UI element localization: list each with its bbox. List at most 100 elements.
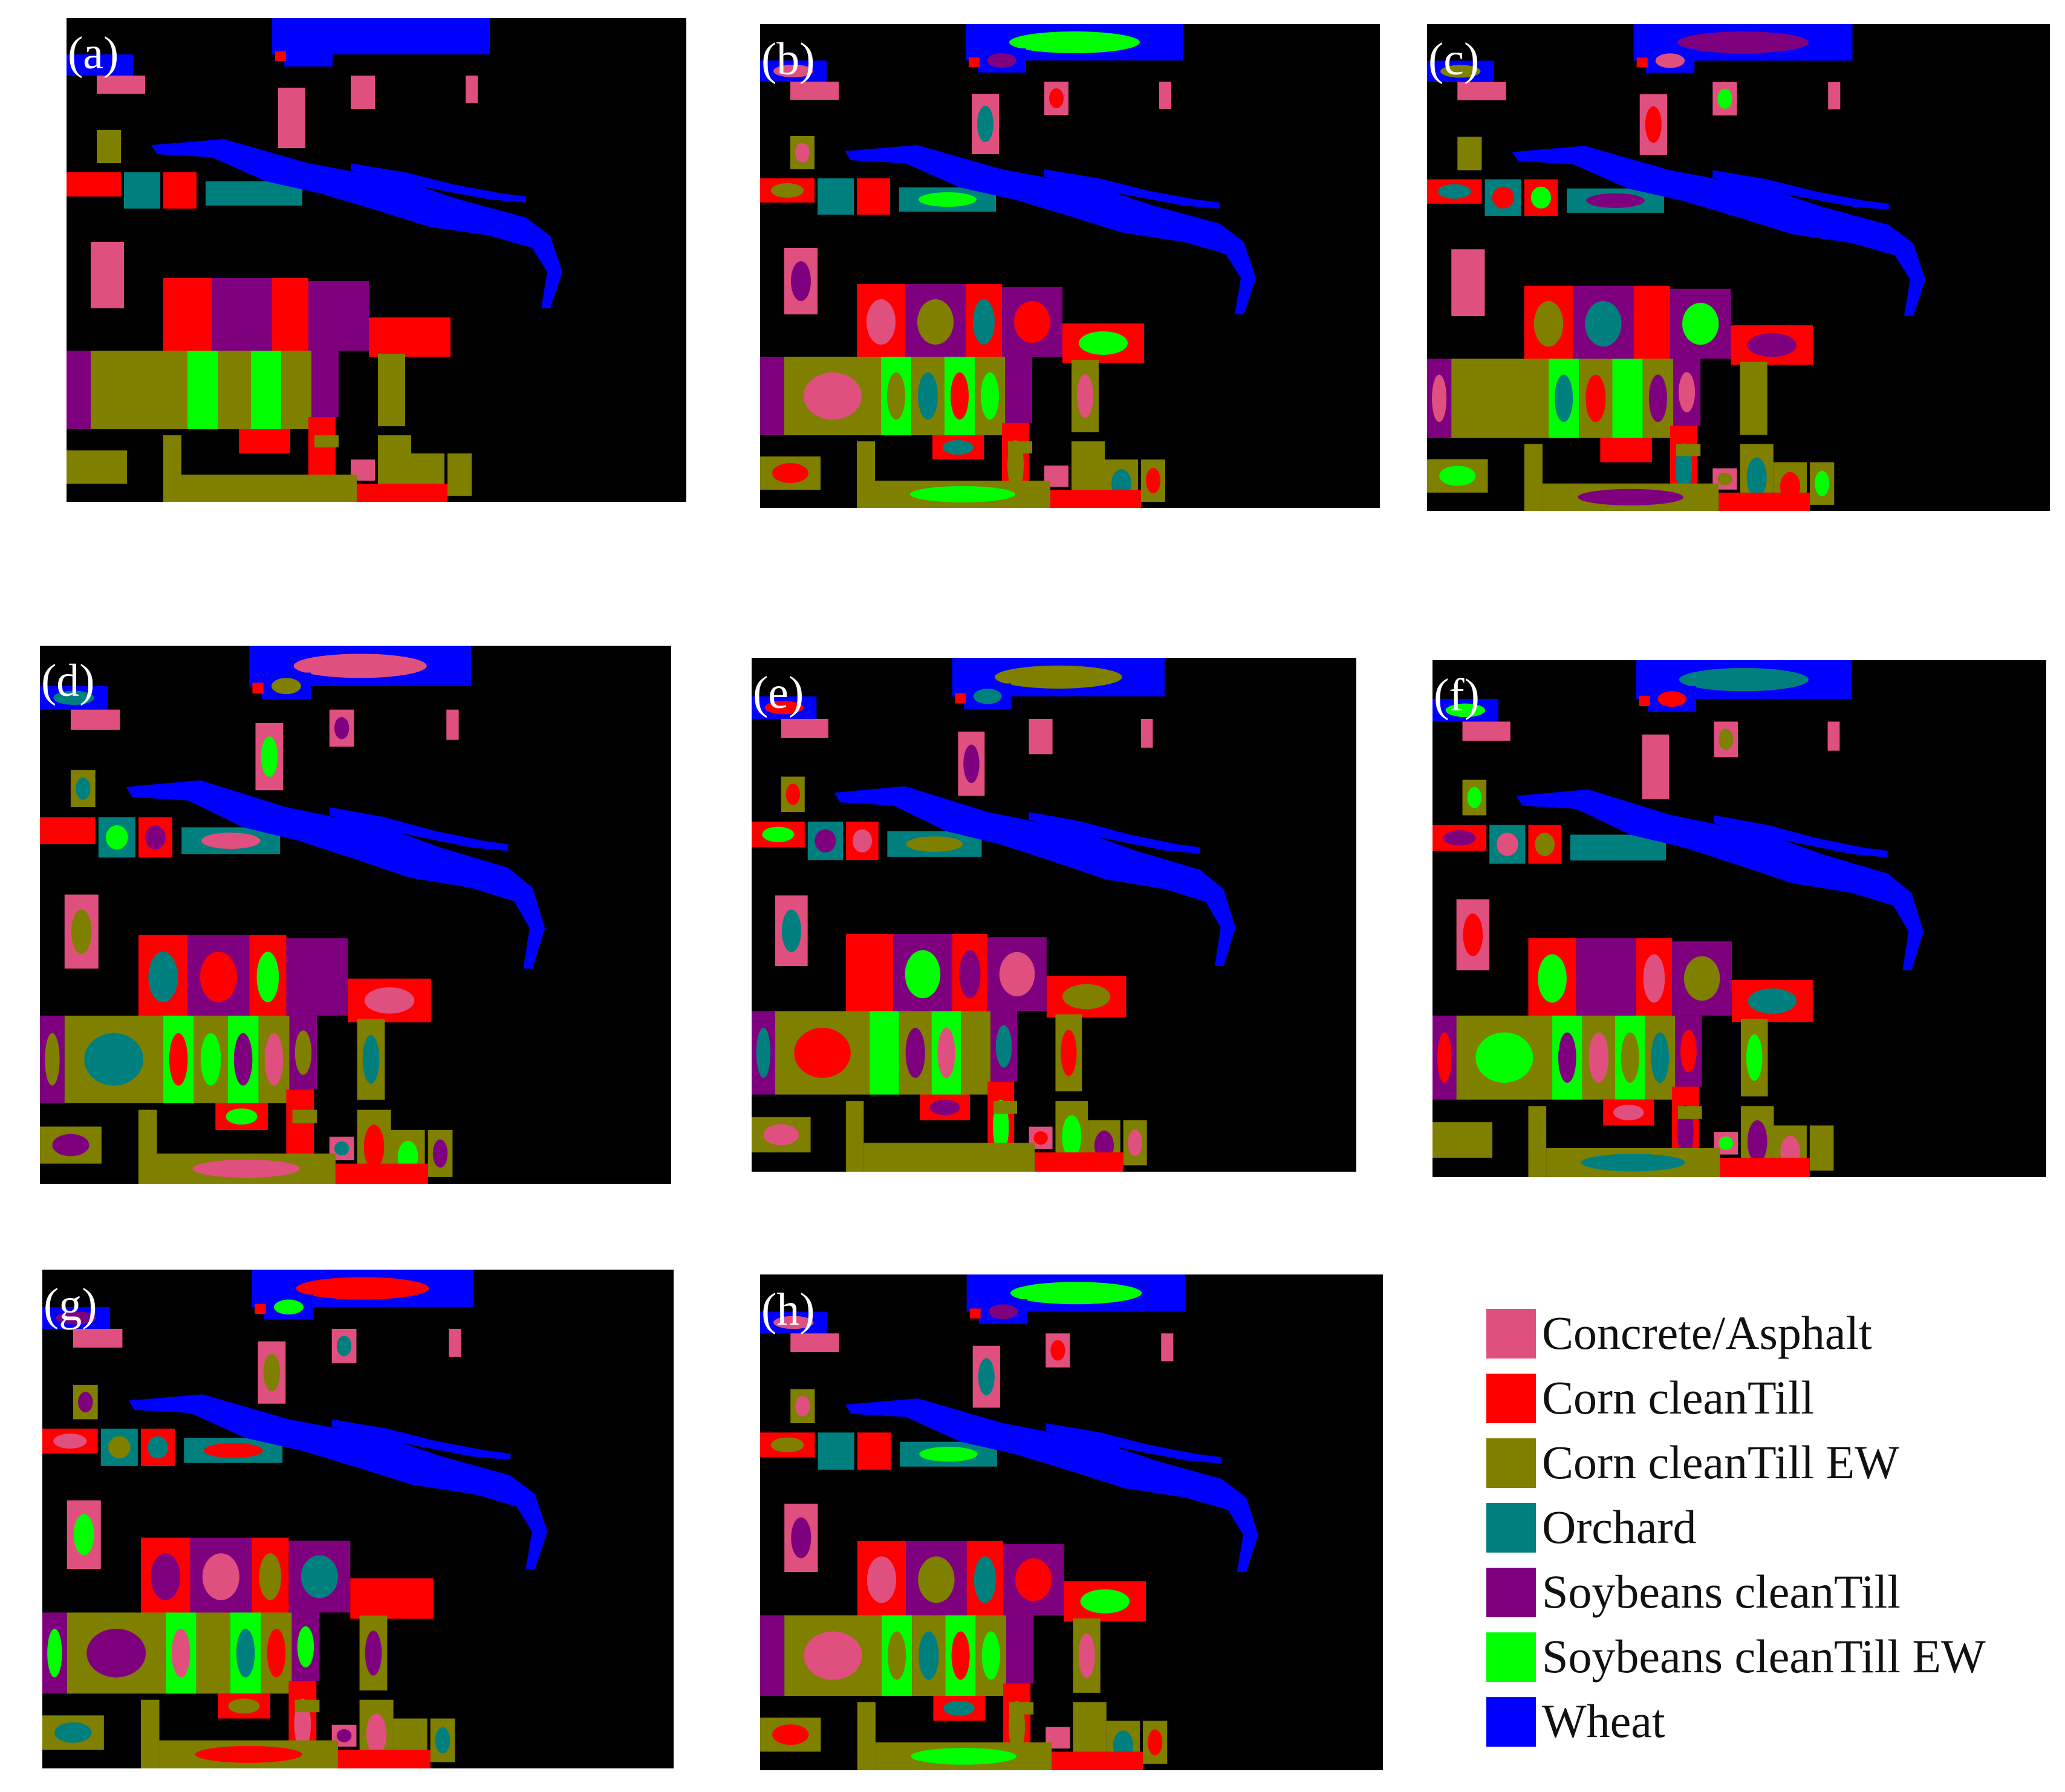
map-field xyxy=(97,76,145,94)
map-misclassified-region xyxy=(336,1729,352,1742)
map-misclassified-region xyxy=(1078,455,1098,495)
map-misclassified-region xyxy=(233,1033,253,1086)
map-misclassified-region xyxy=(1677,31,1809,54)
map-field xyxy=(466,76,478,103)
map-misclassified-region xyxy=(86,1629,146,1678)
map-field xyxy=(969,57,980,67)
wheat-river-strip xyxy=(1512,146,1925,316)
map-misclassified-region xyxy=(764,701,804,715)
map-misclassified-region xyxy=(888,1631,906,1680)
map-misclassified-region xyxy=(271,678,301,695)
map-misclassified-region xyxy=(366,1713,387,1755)
panel-label: (h) xyxy=(761,1284,815,1335)
map-field xyxy=(314,435,339,447)
map-misclassified-region xyxy=(867,1556,897,1603)
map-field xyxy=(67,351,91,429)
map-field xyxy=(187,351,218,429)
map-field xyxy=(1719,492,1810,511)
map-misclassified-region xyxy=(1538,954,1567,1003)
wheat-river-strip xyxy=(1516,789,1924,970)
map-misclassified-region xyxy=(261,736,278,777)
map-misclassified-region xyxy=(432,1139,448,1168)
map-misclassified-region xyxy=(84,1033,144,1086)
map-misclassified-region xyxy=(795,1395,810,1417)
legend: Concrete/Asphalt Corn cleanTill Corn cle… xyxy=(1486,1303,2055,1750)
classification-map xyxy=(67,18,562,502)
classification-map xyxy=(1427,24,1925,511)
map-misclassified-region xyxy=(937,1028,955,1078)
map-misclassified-region xyxy=(1077,374,1093,418)
map-field xyxy=(97,130,121,163)
map-misclassified-region xyxy=(296,1277,429,1300)
map-field xyxy=(163,435,181,502)
map-misclassified-region xyxy=(977,106,993,142)
map-misclassified-region xyxy=(1719,1136,1734,1151)
map-field xyxy=(1827,721,1840,751)
map-panel-d: (d) xyxy=(40,646,671,1184)
map-misclassified-region xyxy=(772,1724,809,1745)
map-misclassified-region xyxy=(867,299,896,345)
map-misclassified-region xyxy=(863,1440,884,1462)
map-misclassified-region xyxy=(825,186,847,207)
map-misclassified-region xyxy=(200,1033,221,1086)
map-field xyxy=(67,54,133,76)
map-misclassified-region xyxy=(773,1316,814,1329)
map-misclassified-region xyxy=(1033,1131,1048,1145)
map-misclassified-region xyxy=(1717,472,1732,485)
map-misclassified-region xyxy=(999,952,1035,996)
classification-map xyxy=(752,658,1235,1172)
map-misclassified-region xyxy=(887,372,905,420)
map-misclassified-region xyxy=(1009,31,1140,53)
map-field xyxy=(969,1308,981,1319)
map-panel-f: (f) xyxy=(1432,660,2046,1177)
map-field xyxy=(163,278,212,354)
map-misclassified-region xyxy=(918,1556,955,1603)
legend-label: Soybeans cleanTill EW xyxy=(1542,1630,1986,1683)
map-misclassified-region xyxy=(1438,184,1471,199)
map-misclassified-region xyxy=(1680,1030,1697,1073)
map-misclassified-region xyxy=(1148,1729,1163,1756)
map-field xyxy=(163,172,197,209)
map-field xyxy=(447,453,472,496)
map-field xyxy=(1052,1751,1143,1770)
panel-label: (g) xyxy=(44,1279,97,1330)
map-field xyxy=(857,441,875,508)
map-field xyxy=(281,351,311,429)
map-misclassified-region xyxy=(52,1134,89,1157)
map-misclassified-region xyxy=(297,1626,314,1667)
map-misclassified-region xyxy=(1432,374,1447,423)
map-misclassified-region xyxy=(1049,88,1064,108)
map-field xyxy=(993,1101,1018,1114)
map-misclassified-region xyxy=(192,1159,300,1178)
map-field xyxy=(275,51,286,61)
map-field xyxy=(1720,1157,1810,1177)
map-misclassified-region xyxy=(1648,374,1667,423)
wheat-river-branch xyxy=(1044,169,1220,209)
map-misclassified-region xyxy=(1613,1105,1644,1120)
map-field xyxy=(1140,718,1153,748)
map-misclassified-region xyxy=(1621,1032,1639,1083)
map-misclassified-region xyxy=(1458,262,1478,303)
map-field xyxy=(1035,1152,1124,1172)
map-misclassified-region xyxy=(943,440,974,455)
map-misclassified-region xyxy=(987,53,1016,68)
map-misclassified-region xyxy=(301,1555,338,1599)
map-misclassified-region xyxy=(1645,106,1662,143)
legend-label: Wheat xyxy=(1542,1695,1665,1747)
map-field xyxy=(239,429,290,453)
map-misclassified-region xyxy=(267,1629,286,1678)
wheat-river-branch xyxy=(329,807,509,851)
map-misclassified-region xyxy=(1588,954,1624,1003)
map-misclassified-region xyxy=(53,690,94,705)
map-misclassified-region xyxy=(762,826,795,842)
map-field xyxy=(67,172,121,196)
map-misclassified-region xyxy=(973,689,1002,704)
map-misclassified-region xyxy=(1748,988,1797,1014)
map-misclassified-region xyxy=(1062,1115,1082,1158)
map-misclassified-region xyxy=(1535,833,1555,856)
map-misclassified-region xyxy=(959,950,981,999)
panel-label: (c) xyxy=(1428,34,1480,85)
map-misclassified-region xyxy=(1585,300,1622,347)
map-field xyxy=(857,1702,876,1770)
map-misclassified-region xyxy=(201,833,261,849)
